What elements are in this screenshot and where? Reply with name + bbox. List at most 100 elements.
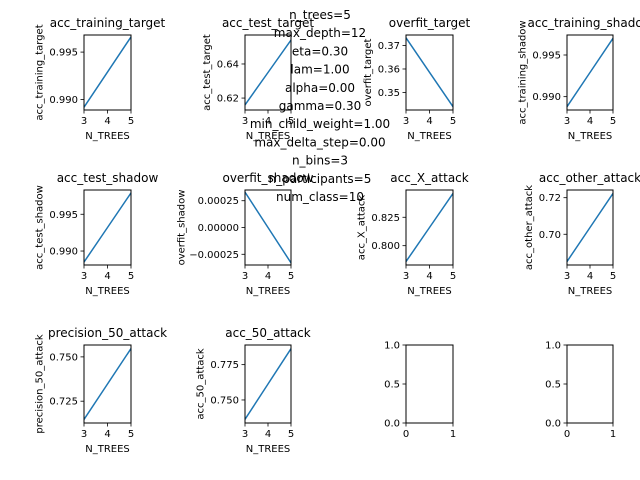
series-line <box>83 192 132 263</box>
series-line <box>405 192 454 263</box>
series-line <box>244 191 292 264</box>
suptitle-line: max_depth=12 <box>274 26 366 40</box>
suptitle-line: gamma=0.30 <box>279 99 361 113</box>
x-tick-label: 3 <box>403 116 409 127</box>
series-line <box>244 348 292 420</box>
suptitle-line: lam=1.00 <box>290 63 349 77</box>
x-tick-label: 3 <box>564 116 570 127</box>
x-tick-label: 3 <box>242 429 248 440</box>
y-tick-label: 0.725 <box>49 397 78 408</box>
subplot-5: 3 4 50.9900.995acc_test_shadowN_TREESacc_t… <box>35 171 159 297</box>
x-tick-label: 5 <box>610 271 616 282</box>
x-axis-label: N_TREES <box>568 131 613 142</box>
x-tick-label: 3 <box>564 271 570 282</box>
suptitle-line: n_trees=5 <box>289 8 351 22</box>
subplot-7: 3 4 50.8000.825acc_X_attackN_TREESacc_X_at… <box>357 171 469 297</box>
subplot-title: acc_test_shadow <box>57 171 159 185</box>
subplot-11: 0 1 0.0 0.5 1.0 <box>384 341 456 441</box>
x-tick-label: 5 <box>288 271 294 282</box>
subplot-title: acc_test_target <box>222 16 314 30</box>
y-tick-label: 0.5 <box>545 380 561 391</box>
y-tick-label: 0.35 <box>378 88 400 99</box>
subplot-12: 0 1 0.0 0.5 1.0 <box>545 341 616 441</box>
x-axis-label: N_TREES <box>85 131 130 142</box>
subplot-title: overfit_target <box>389 16 471 30</box>
y-tick-label: 0.750 <box>210 395 239 406</box>
y-axis-label: acc_training_target <box>35 24 46 120</box>
y-tick-label: 1.0 <box>545 341 561 352</box>
subplot-9: 3 4 50.7250.750precision_50_attackN_TREESp… <box>35 326 168 455</box>
y-tick-label: 0.0 <box>384 419 400 430</box>
y-tick-label: 0.5 <box>384 380 400 391</box>
x-tick-label: 5 <box>610 116 616 127</box>
y-axis-label: overfit_shadow <box>177 190 188 266</box>
x-tick-label: 1 <box>450 429 456 440</box>
x-tick-label: 1 <box>610 429 616 440</box>
y-tick-label: 0.37 <box>378 41 400 52</box>
suptitle-line: min_child_weight=1.00 <box>250 117 390 131</box>
x-tick-label: 4 <box>426 116 432 127</box>
suptitle-line: max_delta_step=0.00 <box>254 135 385 149</box>
y-axis-label: acc_X_attack <box>357 195 368 261</box>
y-tick-label: 0.995 <box>49 48 78 59</box>
y-axis-label: precision_50_attack <box>35 334 46 433</box>
x-tick-label: 5 <box>288 116 294 127</box>
axes-frame <box>405 344 454 424</box>
x-tick-label: 5 <box>128 429 134 440</box>
subplot-4: 3450.9900.995acc_training_shadowN_TREESa… <box>518 16 640 142</box>
x-axis-label: N_TREES <box>246 444 291 455</box>
y-tick-label: 0.70 <box>539 230 561 241</box>
x-tick-label: 0 <box>403 429 409 440</box>
x-tick-label: 4 <box>265 271 271 282</box>
x-tick-label: 4 <box>426 271 432 282</box>
y-tick-label: 0.36 <box>378 64 400 75</box>
subplot-title: acc_X_attack <box>390 171 468 185</box>
series-line <box>405 37 454 108</box>
x-axis-label: N_TREES <box>246 286 291 297</box>
subplot-title: acc_training_shadow <box>527 16 640 30</box>
suptitle-line: alpha=0.00 <box>285 81 355 95</box>
subplot-title: precision_50_attack <box>48 326 167 340</box>
x-tick-label: 3 <box>81 116 87 127</box>
x-tick-label: 4 <box>104 271 110 282</box>
y-axis-label: acc_other_attack <box>524 185 535 270</box>
y-tick-label: 0.00000 <box>198 223 239 234</box>
subplot-title: acc_50_attack <box>225 326 311 340</box>
y-tick-label: 0.00025 <box>198 196 239 207</box>
y-axis-label: acc_50_attack <box>196 348 207 419</box>
y-tick-label: 0.0 <box>545 419 561 430</box>
x-axis-label: N_TREES <box>407 286 452 297</box>
subplot-grid: 3 4 50.9900.995acc_training_targetN_TREESa… <box>35 16 640 455</box>
y-axis-label: overfit_target <box>363 38 374 106</box>
x-tick-label: 5 <box>450 271 456 282</box>
x-tick-label: 5 <box>128 116 134 127</box>
subplot-2: 3 4 5 0.62 0.64 acc_test_target N_TREES acc_tes… <box>202 16 315 142</box>
y-tick-label: 0.800 <box>371 241 400 252</box>
x-tick-label: 5 <box>128 271 134 282</box>
y-tick-label: 0.825 <box>371 213 400 224</box>
x-axis-label: N_TREES <box>85 444 130 455</box>
x-tick-label: 3 <box>81 271 87 282</box>
y-tick-label: 0.995 <box>532 51 561 62</box>
y-axis-label: acc_test_target <box>202 34 213 111</box>
y-tick-label: 0.750 <box>49 352 78 363</box>
subplot-3: 3 4 5 0.35 0.36 0.37 overfit_target N_TREES over… <box>363 16 471 142</box>
suptitle-line: eta=0.30 <box>292 44 348 58</box>
x-tick-label: 4 <box>587 271 593 282</box>
x-axis-label: N_TREES <box>246 131 291 142</box>
x-tick-label: 5 <box>450 116 456 127</box>
y-tick-label: 0.990 <box>49 247 78 258</box>
suptitle-line: n_participants=5 <box>269 172 372 186</box>
y-axis-label: acc_training_shadow <box>518 20 529 124</box>
y-tick-label: 0.990 <box>49 95 78 106</box>
y-tick-label: 0.72 <box>539 193 561 204</box>
series-line <box>83 36 132 108</box>
y-axis-label: acc_test_shadow <box>35 185 46 270</box>
subplot-6: 3 4 5 −0.00025 0.00000 0.00025 overfit_shadow N… <box>177 171 314 297</box>
x-tick-label: 0 <box>564 429 570 440</box>
suptitle-line: n_bins=3 <box>292 154 348 168</box>
y-tick-label: 1.0 <box>384 341 400 352</box>
y-tick-label: 0.990 <box>532 92 561 103</box>
y-tick-label: 0.995 <box>49 210 78 221</box>
